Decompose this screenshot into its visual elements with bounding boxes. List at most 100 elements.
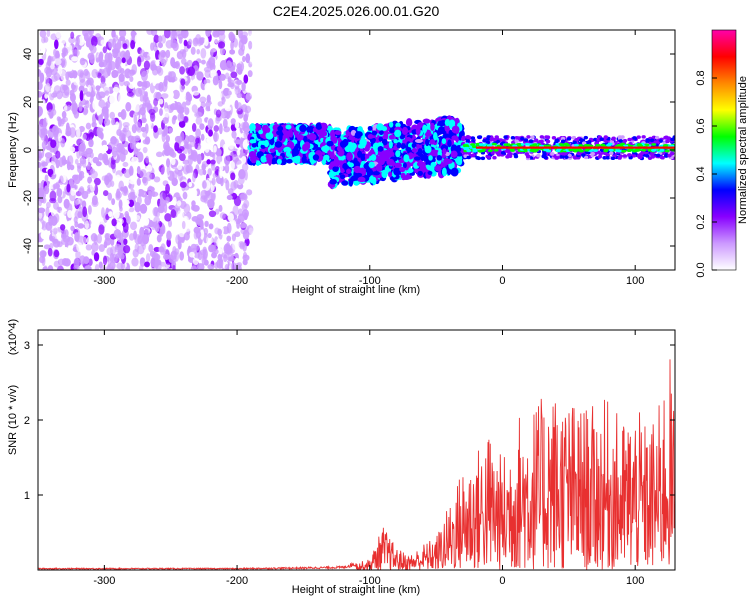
- spectrogram-cell: [38, 81, 43, 91]
- spectrogram-cell: [465, 139, 470, 143]
- spectrogram-cell: [309, 236, 315, 244]
- spectrogram-cell: [166, 238, 171, 248]
- spectrogram-cell: [314, 44, 320, 50]
- spectrogram-cell: [533, 138, 539, 142]
- spectrogram-cell: [288, 186, 295, 194]
- spectrogram-cell: [265, 127, 271, 133]
- spectrogram-cell: [38, 212, 43, 219]
- spectrogram-cell: [50, 92, 58, 98]
- spectrogram-cell: [249, 139, 257, 144]
- x-tick-label: 0: [499, 275, 505, 287]
- spectrogram-cell: [136, 178, 141, 186]
- spectrogram-cell: [129, 242, 137, 248]
- spectrogram-cell: [89, 181, 96, 192]
- spectrogram-cell: [236, 79, 242, 85]
- spectrogram-cell: [115, 121, 120, 129]
- spectrogram-cell: [249, 115, 255, 122]
- spectrogram-cell: [296, 155, 301, 161]
- spectrogram-cell: [39, 171, 44, 182]
- spectrogram-cell: [148, 108, 156, 116]
- spectrogram-cell: [177, 112, 185, 122]
- spectrogram-cell: [218, 186, 223, 196]
- spectrogram-cell: [314, 253, 319, 260]
- spectrogram-cell: [618, 139, 623, 143]
- spectrogram-cell: [59, 175, 64, 185]
- spectrogram-cell: [282, 209, 288, 215]
- spectrogram-cell: [141, 70, 148, 82]
- spectrogram-cell: [179, 131, 185, 142]
- spectrogram-cell: [116, 128, 122, 137]
- spectrogram-cell: [74, 199, 79, 206]
- spectrogram-cell: [73, 264, 80, 270]
- spectrogram-cell: [122, 244, 131, 254]
- spectrogram-cell: [322, 209, 327, 216]
- spectrogram-cell: [167, 71, 173, 80]
- spectrogram-cell: [40, 44, 46, 55]
- spectrogram-cell: [243, 113, 248, 123]
- spectrogram-cell: [137, 80, 143, 87]
- spectrogram-cell: [208, 129, 213, 137]
- spectrogram-cell: [554, 139, 559, 143]
- snr-panel: -300 -200 -100 0 100 123 Height of straight …: [7, 319, 676, 596]
- spectrogram-cell: [332, 42, 337, 50]
- spectrogram-cell: [95, 215, 101, 227]
- spectrogram-cell: [192, 172, 196, 183]
- spectrogram-cell: [305, 225, 309, 231]
- spectrogram-cell: [269, 148, 276, 153]
- spectrogram-cell: [204, 220, 209, 227]
- spectrogram-cell: [290, 43, 297, 50]
- spectrogram-cell: [219, 47, 225, 56]
- spectrogram-cell: [219, 123, 223, 135]
- spectrogram-cell: [441, 167, 447, 177]
- spectrogram-cell: [38, 187, 45, 198]
- spectrogram-cell: [71, 100, 77, 110]
- spectrogram-cell: [245, 53, 251, 64]
- spectrogram-cell: [129, 221, 138, 231]
- spectrogram-cell: [88, 138, 94, 148]
- spectrogram-cell: [73, 174, 81, 185]
- spectrogram-cell: [148, 94, 154, 102]
- spectrogram-cell: [312, 106, 316, 114]
- spectrogram-cell: [228, 31, 235, 41]
- spectrogram-cell: [229, 49, 236, 55]
- spectrogram-cell: [162, 117, 169, 125]
- spectrogram-cell: [506, 153, 512, 157]
- spectrogram-cell: [395, 150, 401, 158]
- spectrogram-cell: [227, 77, 232, 84]
- spectrogram-cell: [60, 224, 66, 231]
- spectrogram-cell: [74, 158, 79, 165]
- spectrogram-cell: [194, 142, 199, 150]
- spectrogram-cell: [88, 248, 93, 259]
- spectrogram-cell: [266, 192, 272, 197]
- spectrogram-cell: [74, 232, 80, 242]
- spectrogram-cell: [610, 156, 616, 161]
- spectrogram-cell: [47, 265, 54, 270]
- spectrogram-cell: [523, 138, 529, 142]
- spectrogram-cell: [299, 124, 307, 133]
- spectrogram-cell: [38, 106, 43, 117]
- spectrogram-cell: [249, 123, 256, 132]
- spectrogram-cell: [271, 81, 276, 89]
- spectrogram-cell: [195, 116, 203, 125]
- spectrogram-cell: [68, 138, 72, 145]
- spectrogram-cell: [139, 168, 147, 179]
- spectrogram-cell: [45, 114, 50, 124]
- spectrogram-cell: [274, 87, 279, 96]
- spectrogram-cell: [49, 242, 54, 249]
- spectrogram-cell: [57, 132, 63, 142]
- spectrogram-cell: [234, 139, 242, 145]
- spectrogram-cell: [278, 114, 284, 120]
- spectrogram-cell: [641, 135, 646, 139]
- spectrogram-cell: [294, 69, 300, 75]
- spectrogram-cell: [285, 214, 291, 221]
- spectrogram-cell: [208, 223, 214, 230]
- snr-x-label: Height of straight line (km): [292, 584, 420, 596]
- spectrogram-cell: [245, 92, 252, 101]
- spectrogram-cell: [159, 164, 165, 175]
- spectrogram-cell: [528, 139, 534, 143]
- spectrogram-cell: [65, 66, 73, 72]
- spectrogram-cell: [98, 244, 105, 253]
- spectrogram-cell: [187, 154, 194, 166]
- spectrogram-cell: [153, 34, 160, 43]
- spectrogram-cell: [56, 90, 63, 100]
